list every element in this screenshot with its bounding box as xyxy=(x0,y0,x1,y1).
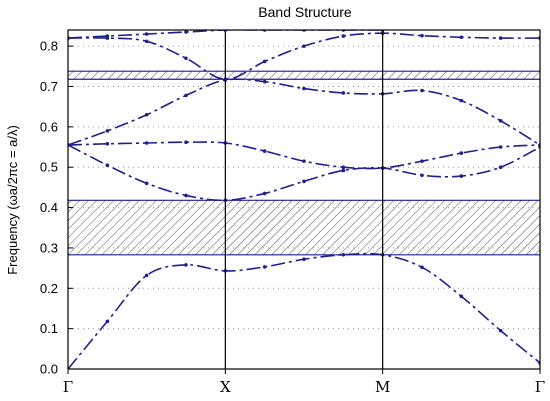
y-tick-label-6: 0.6 xyxy=(40,119,58,134)
band-0-point-9 xyxy=(420,265,424,270)
y-tick-label-3: 0.3 xyxy=(40,240,58,255)
y-tick-label-0: 0.0 xyxy=(40,362,58,377)
band-1-point-5 xyxy=(262,191,267,196)
band-0-point-7 xyxy=(341,252,346,257)
band-2-point-5 xyxy=(262,149,267,153)
x-tick-label-1: X xyxy=(220,378,231,396)
band-2-point-10 xyxy=(459,151,464,155)
band-4-point-10 xyxy=(459,35,464,40)
band-1-point-2 xyxy=(144,181,149,186)
band-5-point-3 xyxy=(184,30,188,34)
band-5-point-1 xyxy=(105,34,110,38)
band-0-point-11 xyxy=(498,328,503,333)
band-0-point-6 xyxy=(302,257,306,262)
band-3-point-5 xyxy=(262,79,267,84)
band-1-point-6 xyxy=(302,179,306,184)
band-5-point-2 xyxy=(144,32,149,36)
band-4-point-11 xyxy=(498,36,503,40)
band-3-point-11 xyxy=(498,119,503,123)
band-0-line xyxy=(68,252,540,369)
y-tick-label-4: 0.4 xyxy=(40,200,58,215)
band-1-point-3 xyxy=(184,193,188,198)
band-4-point-3 xyxy=(184,56,188,61)
band-1-point-7 xyxy=(341,168,346,173)
band-2-line xyxy=(68,141,540,170)
band-2-point-2 xyxy=(144,141,149,145)
band-3-point-1 xyxy=(105,129,110,133)
y-axis-label: Frequency (ωa/2πc = a/λ) xyxy=(5,125,20,275)
band-0-point-3 xyxy=(184,263,188,267)
band-2-point-11 xyxy=(498,145,503,149)
y-tick-label-2: 0.2 xyxy=(40,281,58,296)
band-0-point-10 xyxy=(459,294,464,299)
band-4-point-9 xyxy=(420,33,424,38)
chart-title: Band Structure xyxy=(258,4,352,20)
band-4-point-7 xyxy=(341,34,346,38)
band-2-point-9 xyxy=(420,159,424,163)
y-tick-label-8: 0.8 xyxy=(40,39,58,54)
band-5-line xyxy=(68,30,383,39)
band-2-point-1 xyxy=(105,142,110,146)
y-tick-label-1: 0.1 xyxy=(40,321,58,336)
band-2-point-6 xyxy=(302,159,306,163)
band-2-point-3 xyxy=(184,140,188,144)
x-tick-label-3: Γ xyxy=(535,378,545,396)
band-1-line xyxy=(68,144,540,202)
band-0-point-1 xyxy=(105,319,110,324)
x-tick-label-2: M xyxy=(375,378,390,396)
y-tick-label-7: 0.7 xyxy=(40,79,58,94)
band-1-point-11 xyxy=(498,165,503,170)
band-3-point-9 xyxy=(420,88,424,93)
band-1-point-10 xyxy=(459,174,464,178)
band-3-point-7 xyxy=(341,91,346,95)
x-tick-label-0: Γ xyxy=(63,378,73,396)
band-4-point-6 xyxy=(302,44,306,48)
band-1-point-1 xyxy=(105,163,110,167)
band-3-point-10 xyxy=(459,98,464,103)
band-0-point-2 xyxy=(144,273,149,278)
band-3-point-6 xyxy=(302,86,306,91)
band-4-point-2 xyxy=(144,39,149,44)
band-4-point-5 xyxy=(262,59,267,64)
y-tick-label-5: 0.5 xyxy=(40,160,58,175)
band-3-point-3 xyxy=(184,93,188,98)
band-1-point-9 xyxy=(420,173,424,178)
band-gap-0 xyxy=(68,200,540,255)
plot-frame xyxy=(67,29,541,370)
band-3-point-2 xyxy=(144,112,149,117)
band-2-point-7 xyxy=(341,165,346,170)
band-0-point-5 xyxy=(262,265,267,269)
band-gap-1 xyxy=(68,71,540,80)
